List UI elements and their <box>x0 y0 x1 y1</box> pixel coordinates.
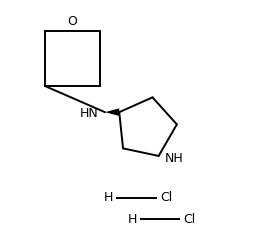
Text: H: H <box>104 191 113 204</box>
Polygon shape <box>105 108 119 116</box>
Text: H: H <box>128 213 137 226</box>
Text: Cl: Cl <box>184 213 196 226</box>
Text: Cl: Cl <box>160 191 172 204</box>
Text: O: O <box>67 15 77 27</box>
Text: NH: NH <box>165 152 183 165</box>
Text: HN: HN <box>80 107 99 120</box>
